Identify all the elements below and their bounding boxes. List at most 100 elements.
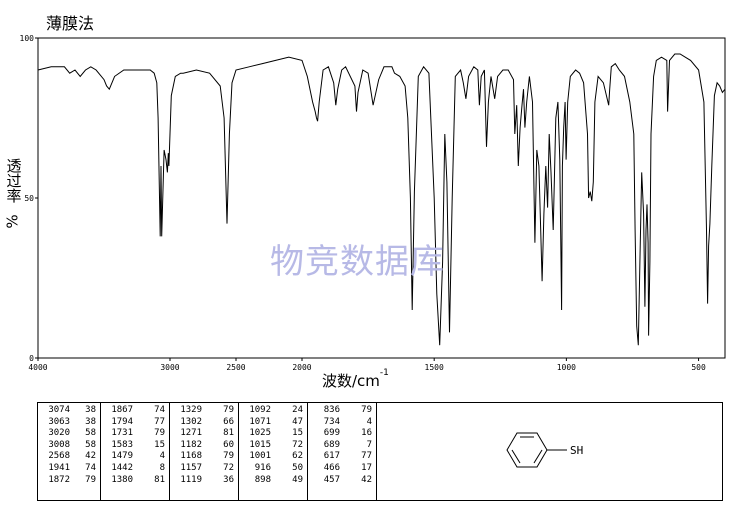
x-axis-label-text: 波数/cm [322, 372, 380, 390]
peak-entry: 1182 60 [174, 440, 234, 452]
peak-wavenumber: 734 [323, 416, 340, 427]
peak-wavenumber: 1071 [249, 416, 271, 427]
peak-wavenumber: 457 [323, 474, 340, 485]
peak-entry: 898 49 [243, 475, 303, 487]
peak-wavenumber: 3020 [48, 428, 70, 439]
peak-transmittance: 42 [85, 451, 96, 462]
peak-wavenumber: 1119 [180, 474, 202, 485]
y-tick-label: 100 [20, 34, 35, 43]
peak-wavenumber: 466 [323, 462, 340, 473]
peak-entry: 3074 38 [42, 405, 96, 417]
peak-wavenumber: 2568 [48, 451, 70, 462]
peak-column-3: 1329 79 1302 66 1271 81 1182 60 1168 79 1157 72 1119… [169, 402, 239, 501]
peak-wavenumber: 1157 [180, 462, 202, 473]
peak-entry: 3020 58 [42, 428, 96, 440]
y-axis-label: 透过率 % [2, 158, 24, 231]
peak-wavenumber: 1794 [111, 416, 133, 427]
peak-entry: 1794 77 [105, 417, 165, 429]
spectrum-line [37, 53, 726, 346]
peak-transmittance: 38 [85, 416, 96, 427]
watermark: 物竞数据库 [270, 242, 445, 282]
peak-wavenumber: 617 [323, 451, 340, 462]
peak-transmittance: 58 [85, 428, 96, 439]
peak-entry: 1867 74 [105, 405, 165, 417]
peak-transmittance: 74 [85, 462, 96, 473]
peak-entry: 1380 81 [105, 475, 165, 487]
peak-entry: 2568 42 [42, 451, 96, 463]
peak-table: 3074 38 3063 38 3020 58 3008 58 2568 42 1941 74 1872… [37, 402, 723, 501]
peak-entry: 466 17 [312, 463, 372, 475]
peak-entry: 1168 79 [174, 451, 234, 463]
thiophenol-structure: SH [506, 432, 583, 468]
x-tick-label: 2000 [292, 363, 311, 372]
x-tick-label: 4000 [28, 363, 47, 372]
peak-entry: 1731 79 [105, 428, 165, 440]
peak-column-1: 3074 38 3063 38 3020 58 3008 58 2568 42 1941 74 1872… [37, 402, 101, 501]
peak-wavenumber: 1442 [111, 462, 133, 473]
peak-entry: 1872 79 [42, 475, 96, 487]
peak-wavenumber: 916 [254, 462, 271, 473]
y-tick-label: 0 [29, 354, 34, 363]
peak-transmittance: 79 [154, 428, 165, 439]
plot-frame [37, 37, 726, 359]
peak-wavenumber: 836 [323, 405, 340, 415]
peak-transmittance: 4 [159, 451, 165, 462]
y-axis-label-text: 透过率 [4, 158, 23, 203]
peak-entry: 734 4 [312, 417, 372, 429]
peak-entry: 1025 15 [243, 428, 303, 440]
y-tick-label: 50 [24, 194, 34, 203]
peak-transmittance: 7 [366, 439, 372, 450]
x-tick-label: 1000 [557, 363, 576, 372]
peak-column-2: 1867 74 1794 77 1731 79 1583 15 1479 4 1442 8 1380 81 [100, 402, 170, 501]
x-axis-label: 波数/cm-1 [322, 368, 389, 391]
x-tick-label: 2500 [226, 363, 245, 372]
peak-entry: 3008 58 [42, 440, 96, 452]
peak-wavenumber: 1168 [180, 451, 202, 462]
y-ticks: 100 50 0 [20, 34, 38, 363]
peak-column-5: 836 79 734 4 699 16 689 7 617 77 466 17 457 42 [307, 402, 377, 501]
peak-wavenumber: 1867 [111, 405, 133, 415]
peak-entry: 457 42 [312, 475, 372, 487]
peak-transmittance: 16 [361, 428, 372, 439]
peak-wavenumber: 1092 [249, 405, 271, 415]
peak-entry: 1015 72 [243, 440, 303, 452]
peak-transmittance: 74 [154, 405, 165, 415]
peak-wavenumber: 898 [254, 474, 271, 485]
peak-wavenumber: 1001 [249, 451, 271, 462]
peak-wavenumber: 3008 [48, 439, 70, 450]
peak-table-row: 3074 38 3063 38 3020 58 3008 58 2568 42 1941 74 1872… [37, 402, 723, 501]
x-tick-label: 3000 [160, 363, 179, 372]
peak-wavenumber: 1380 [111, 474, 133, 485]
benzene-ring [506, 432, 567, 468]
peak-transmittance: 81 [154, 474, 165, 485]
peak-transmittance: 72 [292, 439, 303, 450]
peak-wavenumber: 1479 [111, 451, 133, 462]
peak-transmittance: 36 [223, 474, 234, 485]
peak-wavenumber: 689 [323, 439, 340, 450]
peak-entry: 617 77 [312, 451, 372, 463]
x-ticks: 4000 3000 2500 2000 1500 1000 500 [28, 358, 706, 372]
peak-transmittance: 81 [223, 428, 234, 439]
peak-entry: 1302 66 [174, 417, 234, 429]
peak-transmittance: 58 [85, 439, 96, 450]
peak-entry: 1329 79 [174, 405, 234, 417]
peak-transmittance: 38 [85, 405, 96, 415]
peak-transmittance: 79 [361, 405, 372, 415]
peak-entry: 1119 36 [174, 475, 234, 487]
peak-transmittance: 49 [292, 474, 303, 485]
peak-transmittance: 79 [85, 474, 96, 485]
peak-wavenumber: 1731 [111, 428, 133, 439]
peak-entry: 1092 24 [243, 405, 303, 417]
peak-wavenumber: 1941 [48, 462, 70, 473]
peak-transmittance: 77 [361, 451, 372, 462]
peak-entry: 1271 81 [174, 428, 234, 440]
peak-entry: 699 16 [312, 428, 372, 440]
peak-wavenumber: 1182 [180, 439, 202, 450]
peak-wavenumber: 1015 [249, 439, 271, 450]
structure-cell: SH [376, 402, 723, 501]
peak-transmittance: 47 [292, 416, 303, 427]
peak-transmittance: 42 [361, 474, 372, 485]
peak-transmittance: 8 [159, 462, 165, 473]
peak-entry: 1001 62 [243, 451, 303, 463]
